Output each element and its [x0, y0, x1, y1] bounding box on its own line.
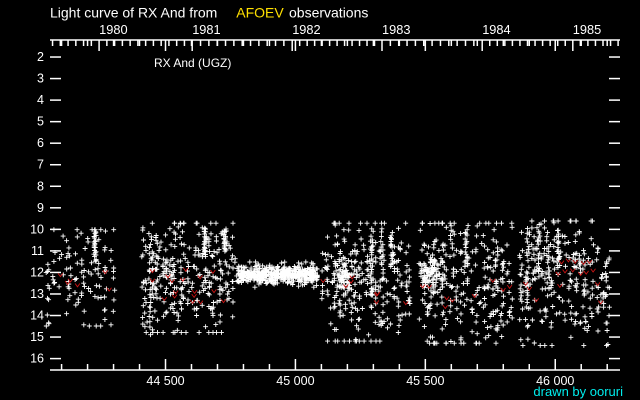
svg-text:1980: 1980: [99, 22, 127, 37]
svg-text:7: 7: [37, 158, 44, 172]
svg-text:12: 12: [30, 265, 44, 279]
svg-text:5: 5: [37, 115, 44, 129]
svg-text:10: 10: [30, 222, 44, 236]
svg-text:8: 8: [37, 179, 44, 193]
svg-text:1981: 1981: [192, 22, 220, 37]
svg-text:2: 2: [37, 50, 44, 64]
svg-text:11: 11: [31, 244, 44, 258]
svg-text:4: 4: [37, 93, 44, 107]
svg-text:45 000: 45 000: [276, 374, 314, 388]
svg-text:3: 3: [37, 72, 44, 86]
svg-text:RX And (UGZ): RX And (UGZ): [154, 56, 231, 70]
svg-text:observations: observations: [289, 5, 368, 21]
svg-text:16: 16: [30, 352, 44, 366]
svg-text:13: 13: [30, 287, 44, 301]
svg-text:drawn by ooruri: drawn by ooruri: [533, 384, 623, 399]
svg-text:15: 15: [30, 330, 44, 344]
svg-text:44 500: 44 500: [146, 374, 184, 388]
svg-text:1983: 1983: [382, 22, 410, 37]
svg-text:9: 9: [37, 201, 44, 215]
svg-text:6: 6: [37, 136, 44, 150]
svg-text:14: 14: [30, 309, 44, 323]
svg-text:1985: 1985: [573, 22, 601, 37]
svg-text:45 500: 45 500: [406, 374, 444, 388]
svg-text:1982: 1982: [292, 22, 320, 37]
svg-text:Light curve of RX And from: Light curve of RX And from: [50, 5, 217, 21]
svg-text:AFOEV: AFOEV: [236, 5, 284, 21]
svg-text:1984: 1984: [482, 22, 510, 37]
